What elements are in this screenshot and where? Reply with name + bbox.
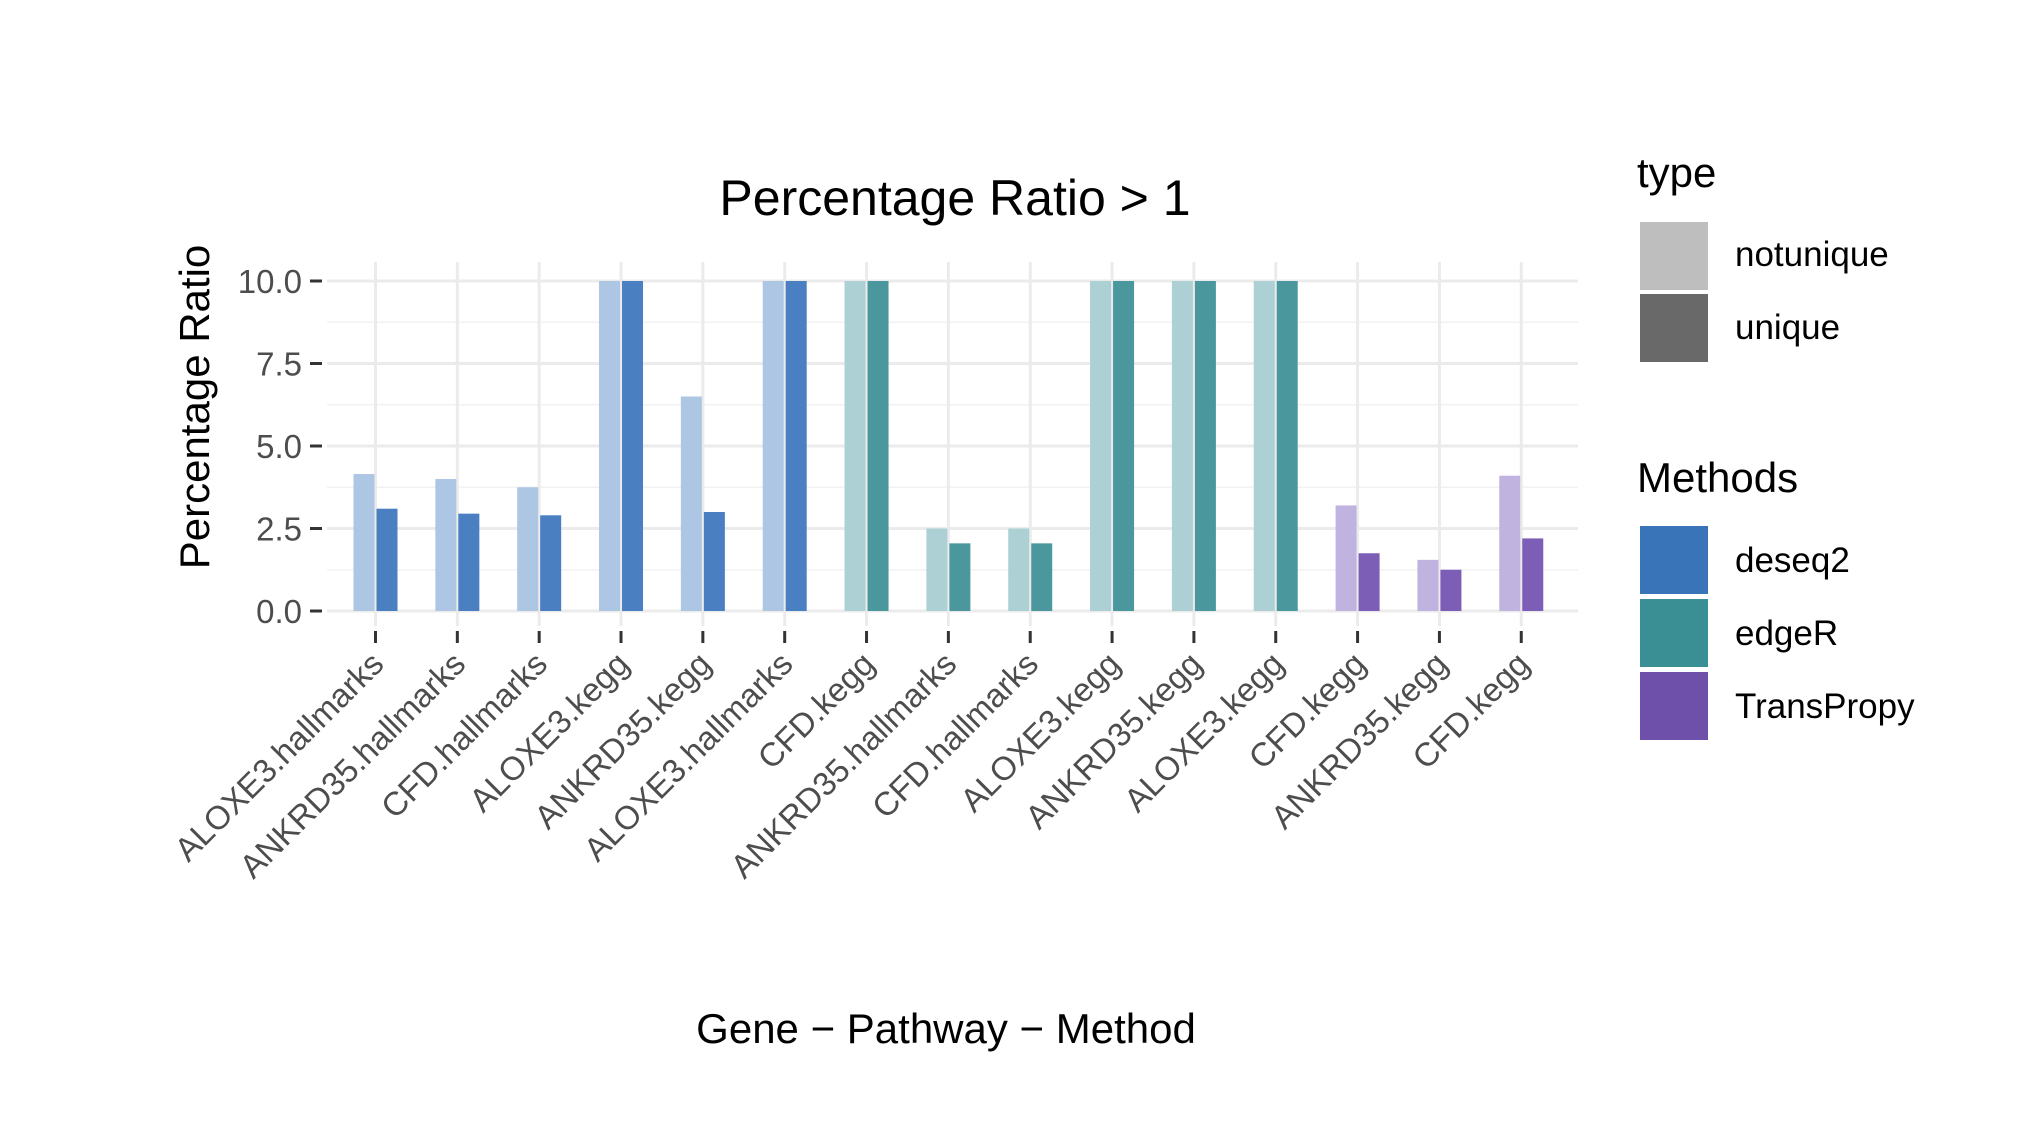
bar-notunique-1 <box>435 479 457 611</box>
bar-notunique-3 <box>599 281 621 611</box>
legend-methods-title: Methods <box>1637 454 1798 501</box>
legend-key-edger <box>1640 599 1708 667</box>
legend-label-unique: unique <box>1735 308 1840 347</box>
bar-unique-3 <box>622 281 644 611</box>
legend-key-unique <box>1640 294 1708 362</box>
bar-notunique-4 <box>680 396 702 611</box>
bar-notunique-0 <box>353 474 375 611</box>
legend-type: type notunique unique <box>1637 149 1889 362</box>
bar-notunique-9 <box>1090 281 1112 611</box>
bar-unique-4 <box>703 512 725 611</box>
bar-unique-10 <box>1194 281 1216 611</box>
bar-notunique-6 <box>844 281 866 611</box>
legend-label-notunique: notunique <box>1735 235 1889 274</box>
bar-notunique-12 <box>1335 505 1357 611</box>
bar-notunique-5 <box>762 281 784 611</box>
bar-notunique-14 <box>1499 475 1521 611</box>
y-tick-label: 2.5 <box>256 511 302 548</box>
bar-unique-7 <box>949 543 971 611</box>
legend-type-title: type <box>1637 149 1716 196</box>
bar-unique-0 <box>376 508 398 611</box>
bar-notunique-8 <box>1008 528 1030 611</box>
bar-unique-9 <box>1113 281 1135 611</box>
y-axis-title: Percentage Ratio <box>171 245 218 570</box>
bar-notunique-7 <box>926 528 948 611</box>
x-axis-title: Gene − Pathway − Method <box>696 1005 1196 1052</box>
bar-unique-6 <box>867 281 889 611</box>
bar-unique-5 <box>785 281 807 611</box>
bar-notunique-13 <box>1417 559 1439 611</box>
legend-label-deseq2: deseq2 <box>1735 541 1850 580</box>
bar-unique-11 <box>1276 281 1298 611</box>
y-tick-label: 7.5 <box>256 346 302 383</box>
bars <box>353 281 1544 611</box>
y-tick-label: 10.0 <box>238 263 302 300</box>
y-axis: 0.0 2.5 5.0 7.5 10.0 <box>238 263 322 630</box>
bar-unique-13 <box>1440 569 1462 611</box>
y-tick-label: 0.0 <box>256 593 302 630</box>
bar-notunique-10 <box>1171 281 1193 611</box>
y-tick-label: 5.0 <box>256 428 302 465</box>
bar-unique-2 <box>540 515 562 611</box>
legend-label-edger: edgeR <box>1735 614 1838 653</box>
bar-unique-8 <box>1031 543 1053 611</box>
legend-key-transpropy <box>1640 672 1708 740</box>
legend-key-deseq2 <box>1640 526 1708 594</box>
bar-notunique-11 <box>1253 281 1275 611</box>
bar-unique-12 <box>1358 553 1380 611</box>
legend-methods: Methods deseq2 edgeR TransPropy <box>1637 454 1915 740</box>
legend-label-transpropy: TransPropy <box>1735 687 1915 726</box>
legend-key-notunique <box>1640 222 1708 290</box>
chart-title: Percentage Ratio > 1 <box>719 170 1190 226</box>
x-axis: ALOXE3.hallmarksANKRD35.hallmarksCFD.hal… <box>167 631 1536 885</box>
bar-unique-14 <box>1522 538 1544 611</box>
bar-unique-1 <box>458 513 480 611</box>
bar-notunique-2 <box>517 487 539 611</box>
